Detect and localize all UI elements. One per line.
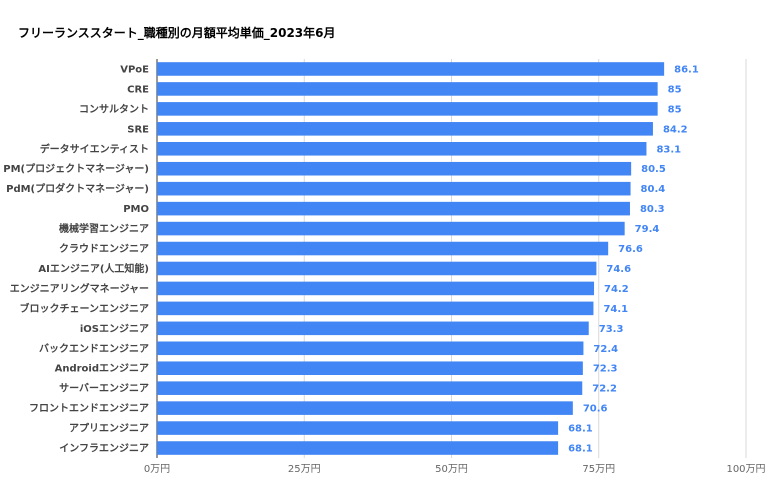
grid-lines: [156, 59, 747, 458]
category-label-15: Androidエンジニア: [55, 363, 149, 375]
value-label-1: 85: [668, 84, 682, 95]
category-label-11: エンジニアリングマネージャー: [10, 282, 149, 295]
value-label-16: 72.2: [592, 384, 617, 395]
bar-19: [157, 441, 559, 455]
category-label-10: AIエンジニア(人工知能): [38, 262, 149, 275]
value-label-6: 80.4: [641, 184, 666, 195]
value-label-19: 68.1: [568, 444, 593, 455]
category-label-18: アプリエンジニア: [69, 422, 149, 435]
bar-15: [157, 361, 583, 376]
value-label-17: 70.6: [583, 404, 608, 415]
category-label-17: フロントエンドエンジニア: [29, 403, 149, 415]
bar-3: [157, 122, 653, 136]
category-label-4: データサイエンティスト: [40, 142, 149, 155]
bar-7: [157, 201, 630, 216]
value-label-15: 72.3: [593, 364, 618, 375]
bar-18: [157, 421, 559, 435]
bar-11: [157, 281, 595, 296]
category-label-3: SRE: [127, 124, 149, 135]
value-label-9: 76.6: [618, 244, 643, 255]
category-label-1: CRE: [127, 84, 149, 95]
value-label-11: 74.2: [604, 284, 629, 295]
bar-6: [157, 181, 631, 196]
category-label-19: インフラエンジニア: [59, 443, 149, 455]
x-tick-label-100: 100万円: [726, 464, 765, 475]
value-label-18: 68.1: [568, 424, 593, 435]
bar-9: [157, 241, 609, 256]
bar-10: [157, 261, 597, 276]
value-label-14: 72.4: [593, 344, 618, 355]
bar-4: [157, 141, 647, 156]
value-label-8: 79.4: [635, 224, 660, 235]
category-label-14: バックエンドエンジニア: [39, 343, 149, 355]
value-label-0: 86.1: [674, 64, 699, 75]
bar-0: [157, 62, 665, 76]
category-label-5: PM(プロジェクトマネージャー): [3, 162, 149, 175]
x-tick-label-75: 75万円: [582, 464, 615, 475]
x-tick-label-50: 50万円: [435, 464, 468, 475]
value-label-12: 74.1: [603, 304, 628, 315]
value-label-2: 85: [668, 104, 682, 115]
bar-12: [157, 301, 594, 316]
value-label-13: 73.3: [599, 324, 624, 335]
value-label-7: 80.3: [640, 204, 665, 215]
bar-1: [157, 82, 658, 96]
value-label-5: 80.5: [641, 164, 666, 175]
bar-5: [157, 161, 632, 176]
bars: [157, 62, 665, 455]
category-label-2: コンサルタント: [79, 103, 149, 115]
chart-title: フリーランススタート_職種別の月額平均単価_2023年6月: [18, 26, 336, 40]
value-label-10: 74.6: [606, 264, 631, 275]
category-label-12: ブロックチェーンエンジニア: [20, 302, 150, 315]
bar-8: [157, 221, 625, 236]
category-label-6: PdM(プロダクトマネージャー): [6, 182, 149, 195]
category-label-16: サーバーエンジニア: [59, 383, 149, 395]
value-label-3: 84.2: [663, 124, 688, 135]
category-label-0: VPoE: [120, 64, 149, 75]
x-tick-label-0: 0万円: [144, 464, 170, 475]
bar-14: [157, 341, 584, 356]
value-label-4: 83.1: [656, 144, 681, 155]
bar-13: [157, 321, 589, 336]
bar-2: [157, 102, 658, 116]
category-label-7: PMO: [123, 204, 149, 215]
labels: 0万円 25万円 50万円 75万円 100万円 VPoE 86.1 CRE 85 コンサルタント…: [3, 64, 765, 475]
bar-17: [157, 401, 573, 415]
category-label-9: クラウドエンジニア: [59, 243, 149, 255]
x-tick-label-25: 25万円: [288, 464, 321, 475]
category-label-8: 機械学習エンジニア: [59, 222, 149, 235]
bar-16: [157, 381, 583, 395]
category-label-13: iOSエンジニア: [80, 323, 149, 335]
